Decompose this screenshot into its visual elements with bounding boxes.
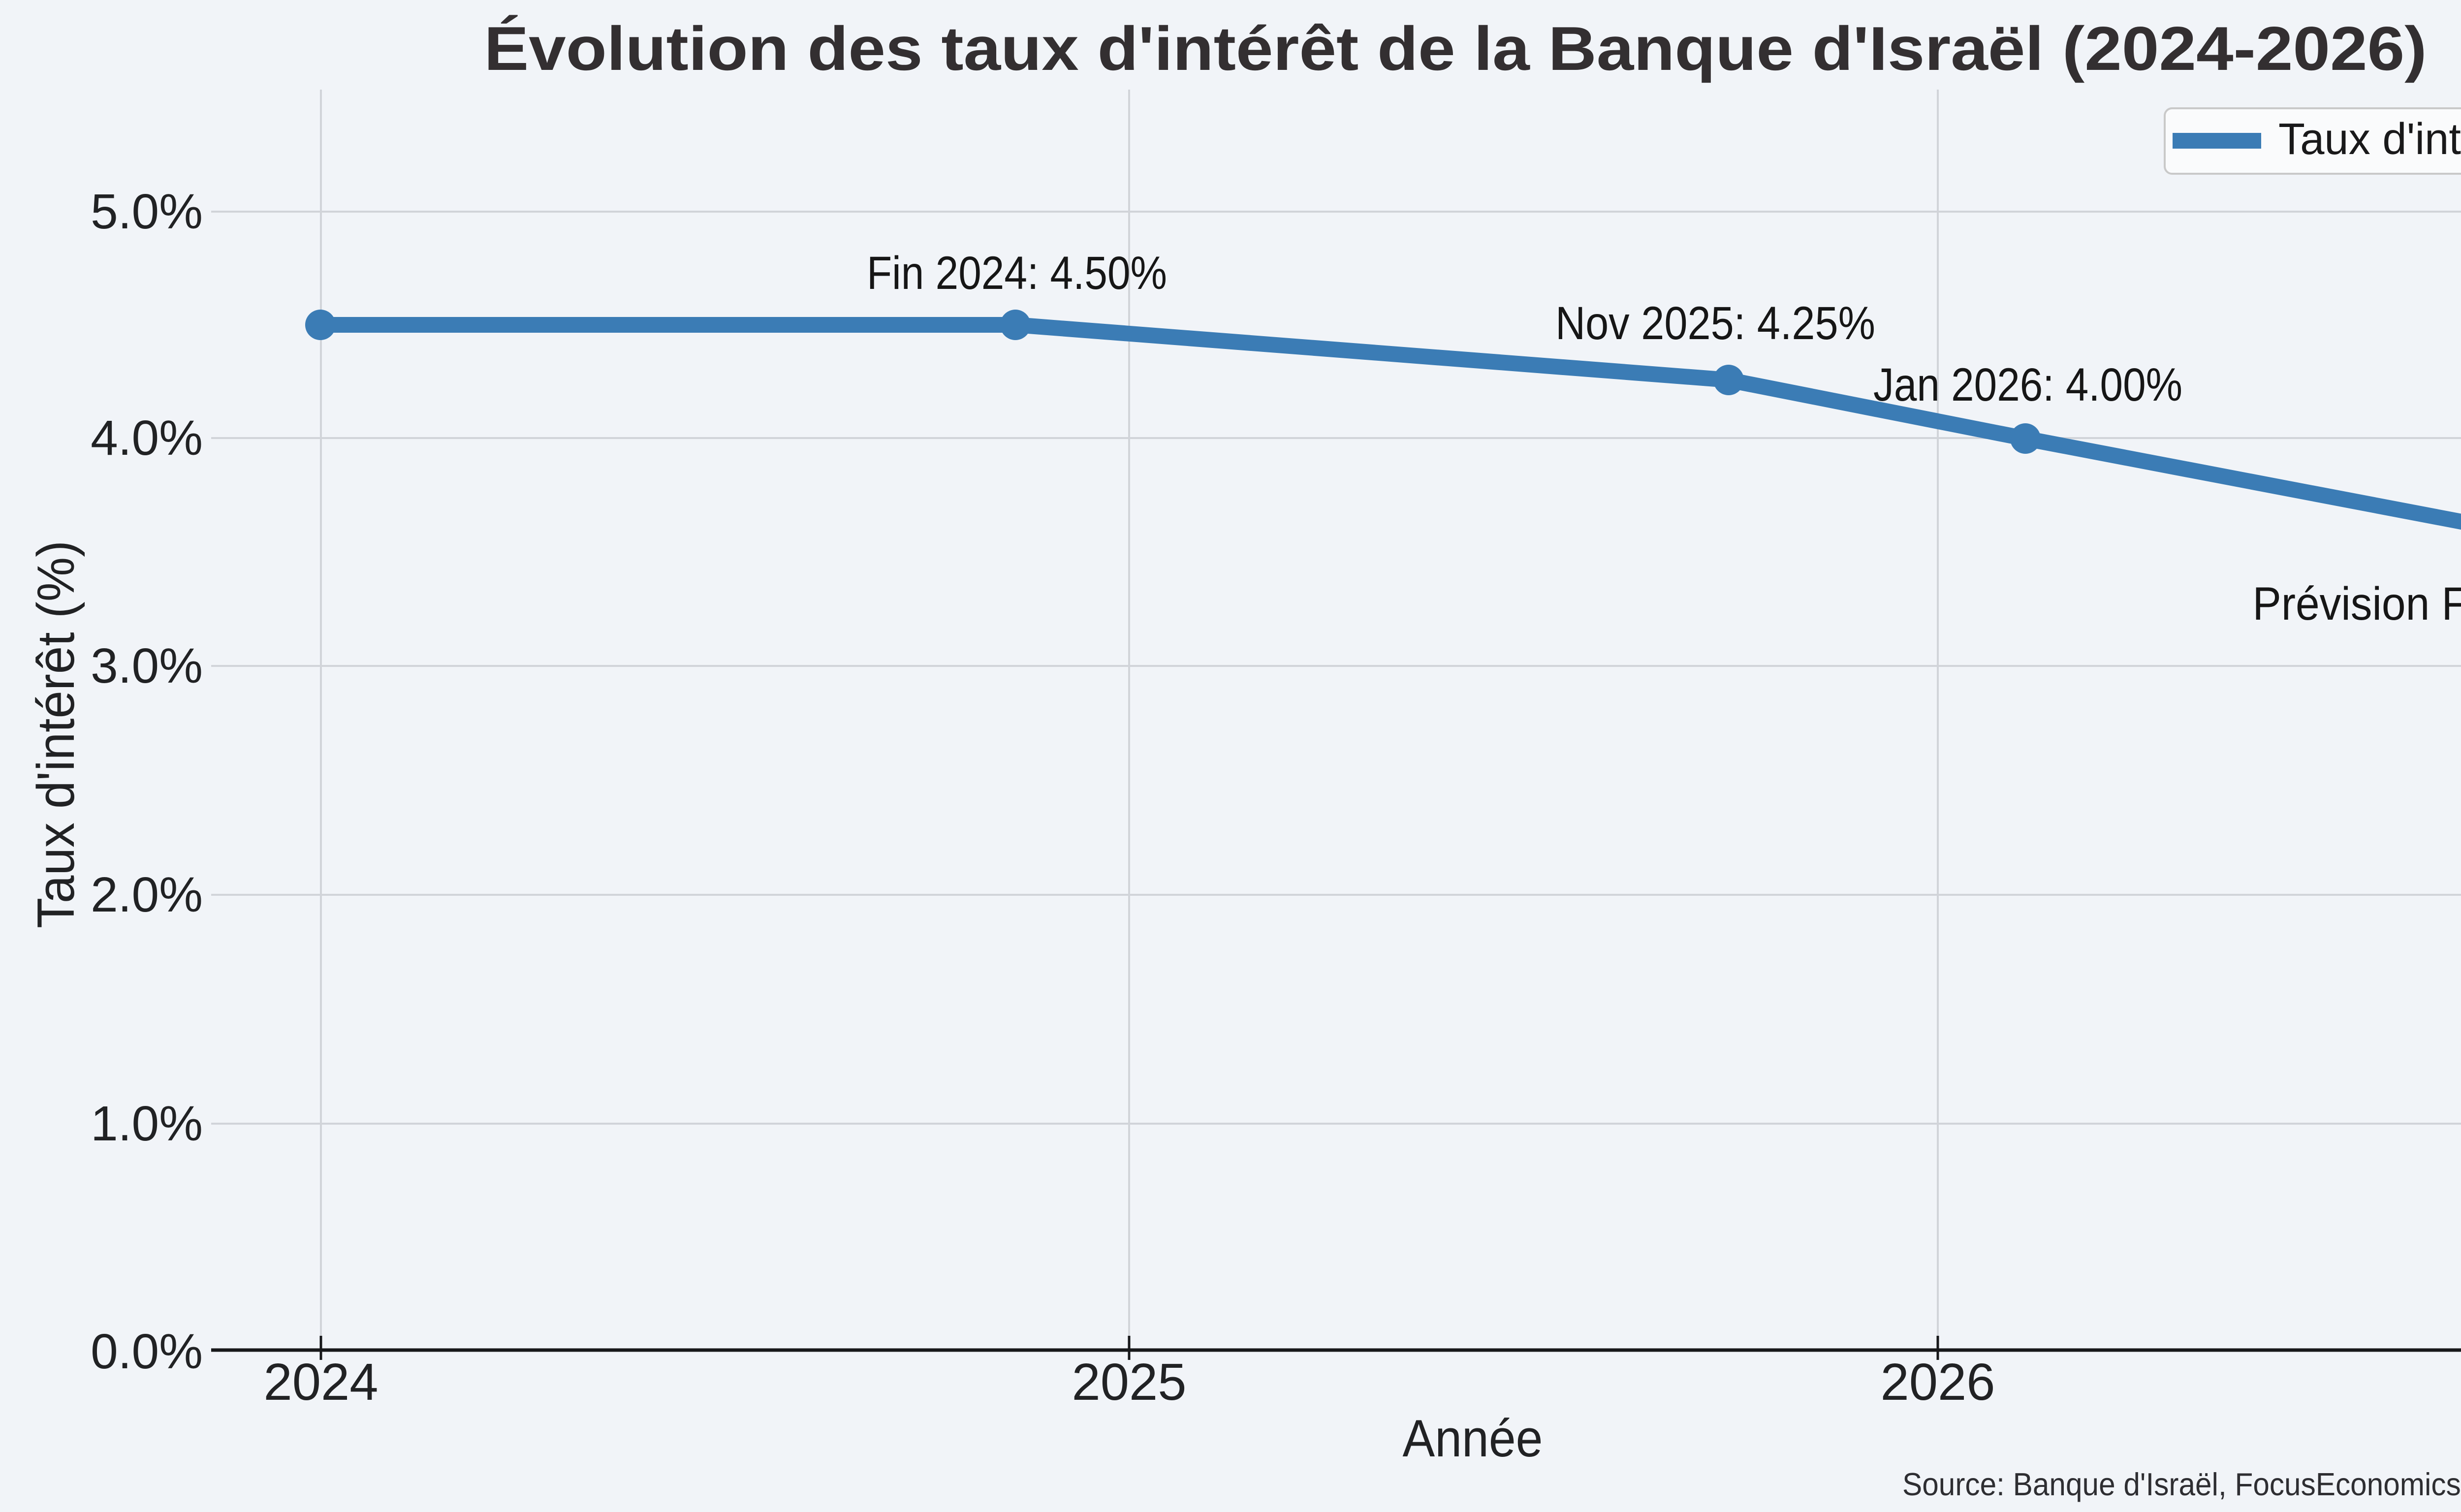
svg-text:0.0%: 0.0% [91,1324,203,1379]
svg-text:Jan 2026: 4.00%: Jan 2026: 4.00% [1873,359,2182,411]
svg-text:Année: Année [1403,1409,1543,1468]
svg-text:2026: 2026 [1881,1353,1995,1411]
svg-text:Source: Banque d'Israël, Focus: Source: Banque d'Israël, FocusEconomics,… [1902,1466,2461,1502]
svg-text:Fin 2024: 4.50%: Fin 2024: 4.50% [867,247,1167,299]
svg-text:1.0%: 1.0% [91,1096,203,1151]
svg-text:Évolution des taux d'intérêt d: Évolution des taux d'intérêt de la Banqu… [484,14,2427,83]
svg-text:3.0%: 3.0% [91,638,203,693]
svg-text:Taux d'intérêt (%): Taux d'intérêt (%) [26,540,85,928]
svg-text:5.0%: 5.0% [91,184,203,239]
svg-text:Taux d'intérêt directeur: Taux d'intérêt directeur [2278,115,2461,164]
svg-text:Prévision Fin 2026: 3.50%: Prévision Fin 2026: 3.50% [2253,578,2461,630]
svg-text:2.0%: 2.0% [91,867,203,922]
svg-text:2024: 2024 [264,1353,379,1411]
svg-text:2025: 2025 [1072,1353,1187,1411]
svg-text:4.0%: 4.0% [91,410,203,466]
svg-text:Nov 2025: 4.25%: Nov 2025: 4.25% [1555,297,1875,349]
